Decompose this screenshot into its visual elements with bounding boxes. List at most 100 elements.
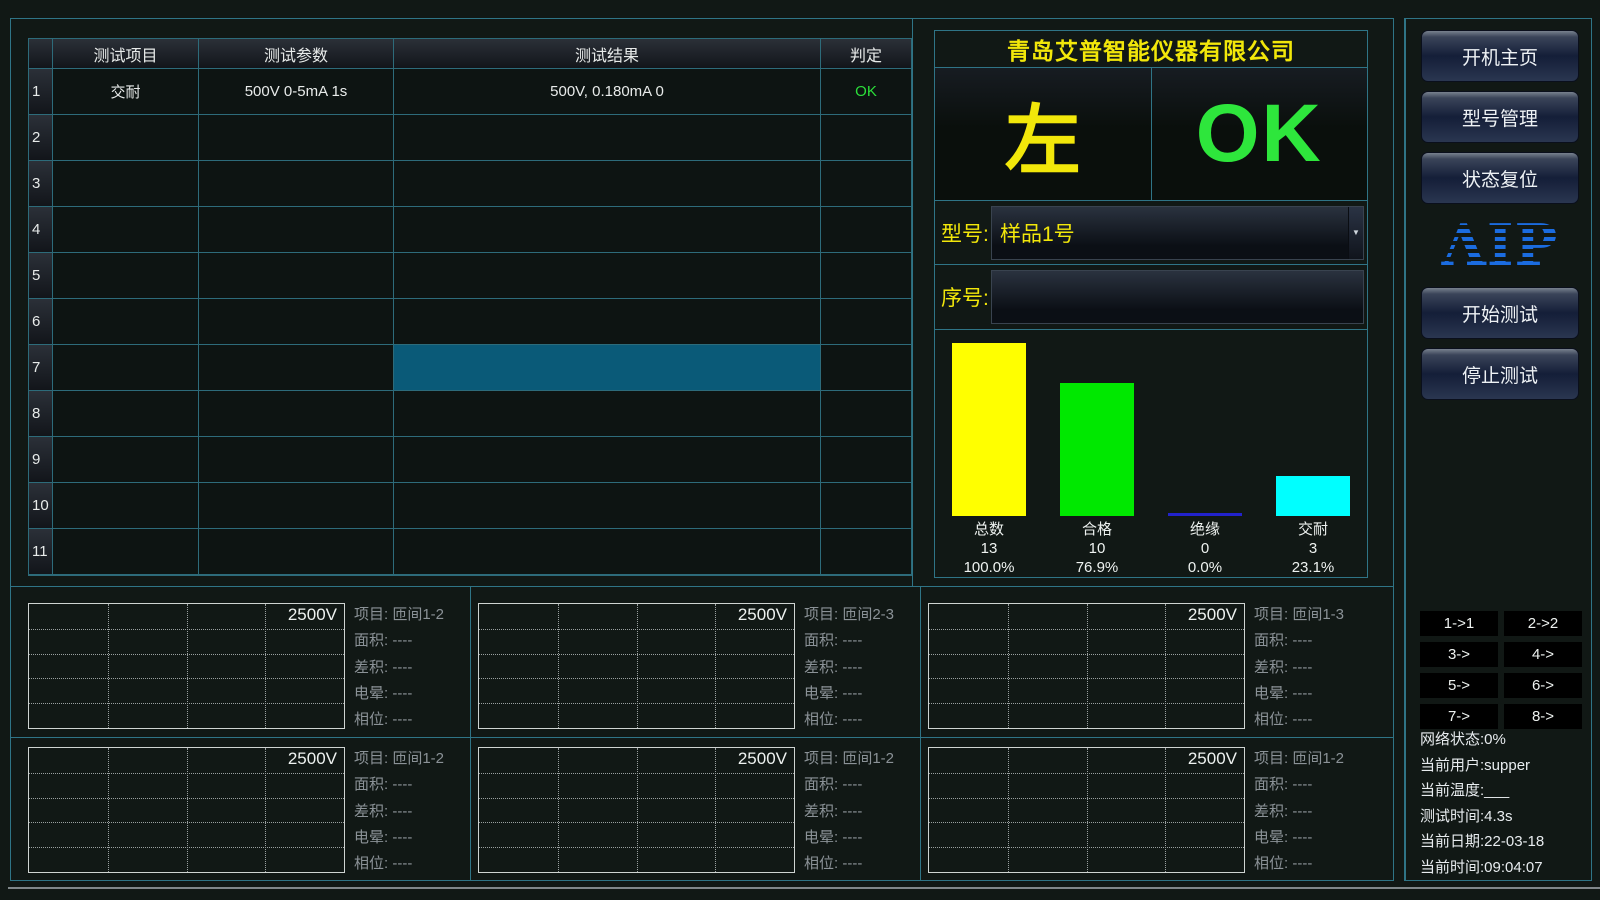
channel-button[interactable]: 3-> [1420,642,1498,667]
table-row[interactable]: 4 [29,207,911,253]
row-number-header [29,39,53,69]
bar-percent: 76.9% [1075,559,1119,576]
param-cell[interactable] [199,299,394,345]
row-number-cell[interactable]: 1 [29,69,53,115]
waveform-info-item: 项目: 匝间1-2 [1254,750,1345,767]
judge-cell[interactable] [821,391,911,437]
channel-button[interactable]: 2->2 [1504,611,1582,636]
judge-cell[interactable] [821,437,911,483]
channel-button[interactable]: 7-> [1420,704,1498,729]
waveform-info-phase: 相位: ---- [804,711,863,728]
item-cell[interactable] [53,253,199,299]
result-cell[interactable] [394,437,821,483]
waveform-panel: 2500V 项目: 匝间1-2 面积: ---- 差积: ---- 电晕: ---- 相位… [28,603,483,731]
judge-cell[interactable] [821,529,911,575]
row-number-cell[interactable]: 7 [29,345,53,391]
result-cell[interactable] [394,115,821,161]
table-row[interactable]: 11 [29,529,911,575]
judge-cell[interactable] [821,345,911,391]
voltage-label: 2500V [737,749,787,768]
stop-test-button[interactable]: 停止测试 [1421,348,1579,400]
row-number-cell[interactable]: 3 [29,161,53,207]
waveform-box: 2500V [478,603,795,729]
result-cell[interactable] [394,483,821,529]
grid-line [265,748,267,872]
item-cell[interactable]: 交耐 [53,69,199,115]
row-number-cell[interactable]: 6 [29,299,53,345]
table-row[interactable]: 9 [29,437,911,483]
judge-cell[interactable] [821,299,911,345]
table-row[interactable]: 5 [29,253,911,299]
result-cell[interactable] [394,207,821,253]
result-cell[interactable] [394,529,821,575]
judge-cell[interactable] [821,253,911,299]
divider [11,586,1393,587]
param-cell[interactable] [199,437,394,483]
item-cell[interactable] [53,345,199,391]
item-cell[interactable] [53,437,199,483]
row-number-cell[interactable]: 8 [29,391,53,437]
item-cell[interactable] [53,391,199,437]
item-cell[interactable] [53,115,199,161]
row-number-cell[interactable]: 11 [29,529,53,575]
grid-line [1007,748,1009,872]
table-row[interactable]: 8 [29,391,911,437]
result-cell[interactable] [394,299,821,345]
result-cell[interactable] [394,161,821,207]
row-number-cell[interactable]: 5 [29,253,53,299]
param-cell[interactable] [199,161,394,207]
item-cell[interactable] [53,299,199,345]
param-cell[interactable] [199,115,394,161]
status-reset-button[interactable]: 状态复位 [1421,152,1579,204]
row-number-cell[interactable]: 9 [29,437,53,483]
item-cell[interactable] [53,483,199,529]
judge-cell[interactable] [821,161,911,207]
grid-line [929,678,1244,680]
param-cell[interactable] [199,391,394,437]
channel-button[interactable]: 6-> [1504,673,1582,698]
result-cell[interactable] [394,253,821,299]
judge-cell[interactable]: OK [821,69,911,115]
grid-line [479,822,794,824]
param-cell[interactable] [199,345,394,391]
table-row[interactable]: 2 [29,115,911,161]
item-cell[interactable] [53,161,199,207]
row-number-cell[interactable]: 10 [29,483,53,529]
waveform-panel: 2500V 项目: 匝间1-2 面积: ---- 差积: ---- 电晕: ---- 相位… [478,747,933,875]
item-cell[interactable] [53,529,199,575]
row-number-cell[interactable]: 2 [29,115,53,161]
table-row[interactable]: 1 交耐 500V 0-5mA 1s 500V, 0.180mA 0 OK [29,69,911,115]
judge-cell[interactable] [821,115,911,161]
judge-cell[interactable] [821,207,911,253]
result-cell[interactable] [394,391,821,437]
status-line: 当前时间:09:04:07 [1420,858,1543,876]
start-test-button[interactable]: 开始测试 [1421,287,1579,339]
grid-line [929,822,1244,824]
model-manage-button[interactable]: 型号管理 [1421,91,1579,143]
row-number-cell[interactable]: 4 [29,207,53,253]
channel-button[interactable]: 1->1 [1420,611,1498,636]
param-cell[interactable]: 500V 0-5mA 1s [199,69,394,115]
param-cell[interactable] [199,253,394,299]
table-row[interactable]: 6 [29,299,911,345]
home-button[interactable]: 开机主页 [1421,30,1579,82]
channel-button[interactable]: 4-> [1504,642,1582,667]
param-cell[interactable] [199,529,394,575]
table-row[interactable]: 7 [29,345,911,391]
grid-line [557,604,559,728]
table-row[interactable]: 3 [29,161,911,207]
param-cell[interactable] [199,207,394,253]
judge-cell[interactable] [821,483,911,529]
result-cell[interactable]: 500V, 0.180mA 0 [394,69,821,115]
position-indicator-cell: 左 [935,68,1152,200]
item-cell[interactable] [53,207,199,253]
bar-label-group: 合格 10 76.9% [1043,520,1151,577]
serial-input[interactable] [991,270,1364,324]
table-row[interactable]: 10 [29,483,911,529]
dropdown-arrow-icon[interactable]: ▼ [1348,206,1363,259]
model-select[interactable]: 样品1号 ▼ [991,205,1364,260]
param-cell[interactable] [199,483,394,529]
channel-button[interactable]: 5-> [1420,673,1498,698]
channel-button[interactable]: 8-> [1504,704,1582,729]
result-cell[interactable] [394,345,821,391]
